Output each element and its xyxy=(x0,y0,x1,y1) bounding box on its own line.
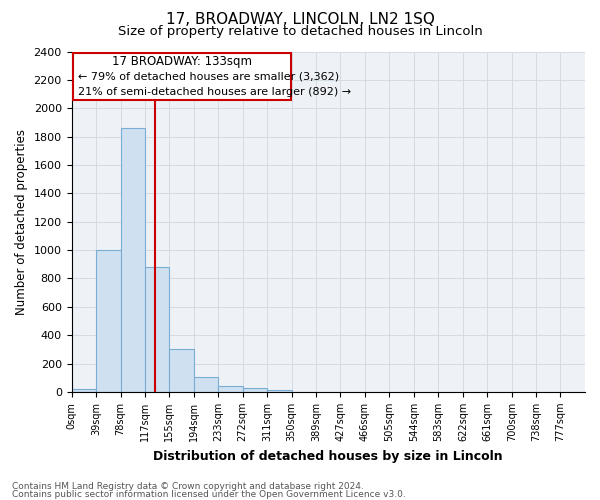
FancyBboxPatch shape xyxy=(73,53,290,100)
Text: 17, BROADWAY, LINCOLN, LN2 1SQ: 17, BROADWAY, LINCOLN, LN2 1SQ xyxy=(166,12,434,28)
Bar xyxy=(218,386,242,392)
Text: Size of property relative to detached houses in Lincoln: Size of property relative to detached ho… xyxy=(118,25,482,38)
Bar xyxy=(145,267,169,392)
Text: ← 79% of detached houses are smaller (3,362): ← 79% of detached houses are smaller (3,… xyxy=(78,72,339,82)
Bar xyxy=(121,128,145,392)
Text: Contains public sector information licensed under the Open Government Licence v3: Contains public sector information licen… xyxy=(12,490,406,499)
Text: Contains HM Land Registry data © Crown copyright and database right 2024.: Contains HM Land Registry data © Crown c… xyxy=(12,482,364,491)
Bar xyxy=(267,390,292,392)
Bar xyxy=(194,377,218,392)
Text: 17 BROADWAY: 133sqm: 17 BROADWAY: 133sqm xyxy=(112,55,251,68)
Y-axis label: Number of detached properties: Number of detached properties xyxy=(15,128,28,314)
Text: 21% of semi-detached houses are larger (892) →: 21% of semi-detached houses are larger (… xyxy=(78,87,351,97)
Bar xyxy=(96,250,121,392)
Bar xyxy=(71,389,96,392)
X-axis label: Distribution of detached houses by size in Lincoln: Distribution of detached houses by size … xyxy=(154,450,503,462)
Bar xyxy=(242,388,267,392)
Bar xyxy=(169,350,194,392)
